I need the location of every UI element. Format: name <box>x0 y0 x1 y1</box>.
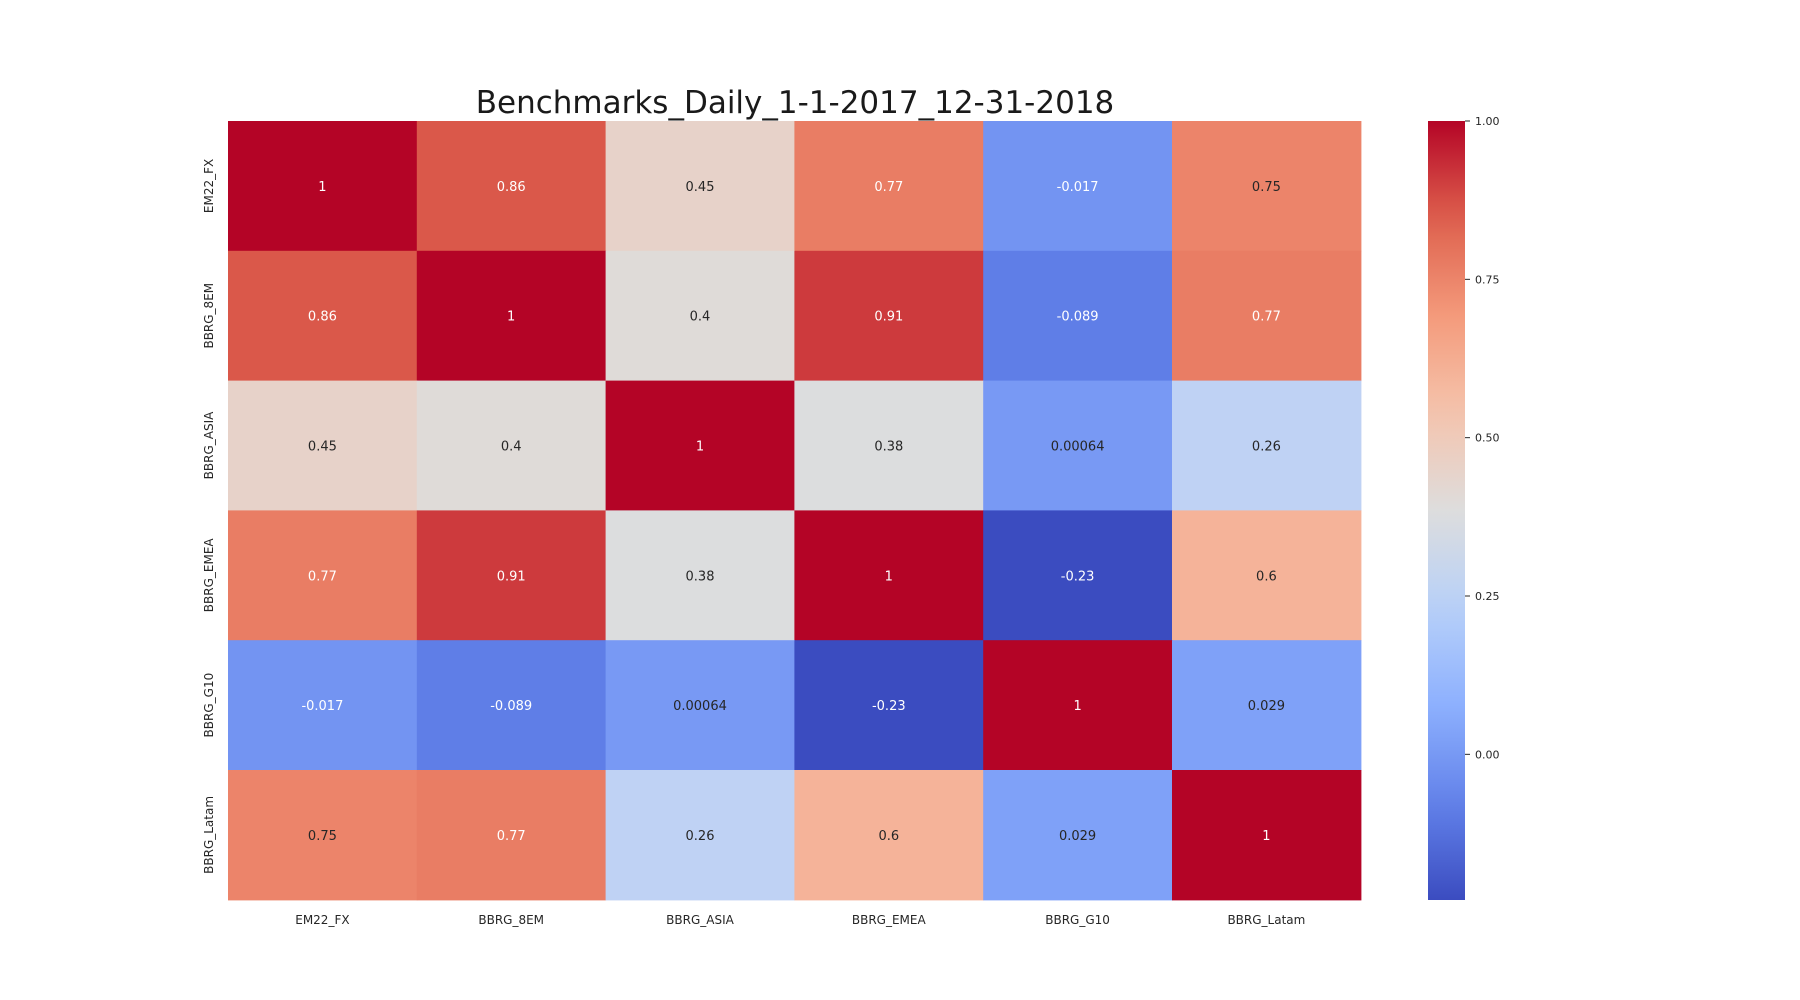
heatmap-cell-bbrg-asia-bbrg-latam <box>1172 380 1362 511</box>
heatmap-cell-em22-fx-bbrg-g10 <box>983 121 1173 252</box>
heatmap-cell-bbrg-latam-bbrg-g10 <box>983 770 1173 901</box>
colorbar-tick-label: 0.00 <box>1475 748 1500 761</box>
cell-value-label: 1 <box>507 310 515 325</box>
cell-value-label: -0.23 <box>1061 569 1095 584</box>
heatmap-cell-bbrg-g10-em22-fx <box>228 640 418 771</box>
cell-value-label: 0.26 <box>1252 440 1281 455</box>
cell-value-label: 0.45 <box>686 180 715 195</box>
x-axis-tick-labels: EM22_FX BBRG_8EM BBRG_ASIA BBRG_EMEA BBRG_G1… <box>295 913 1305 927</box>
heatmap-cell-em22-fx-bbrg-emea <box>794 121 984 252</box>
colorbar: 0.00 0.25 0.50 0.75 1.00 <box>1428 115 1500 900</box>
heatmap-cell-bbrg-g10-bbrg-8em <box>416 640 607 771</box>
x-tick-label-bbrg-emea: BBRG_EMEA <box>852 913 927 927</box>
heatmap-cell-bbrg-g10-bbrg-asia <box>605 640 795 771</box>
heatmap-cell-bbrg-emea-bbrg-emea <box>794 510 984 641</box>
heatmap-cell-bbrg-asia-bbrg-8em <box>416 380 607 511</box>
heatmap-cell-bbrg-8em-bbrg-asia <box>605 250 795 382</box>
heatmap-cell-bbrg-g10-bbrg-latam <box>1172 640 1362 771</box>
cell-value-label: 0.029 <box>1248 699 1285 714</box>
y-tick-label-bbrg-asia: BBRG_ASIA <box>202 411 216 479</box>
cell-value-label: 0.77 <box>497 829 526 844</box>
heatmap-cell-bbrg-asia-em22-fx <box>228 380 418 511</box>
cell-value-label: -0.23 <box>872 699 906 714</box>
cell-value-label: -0.017 <box>1057 180 1099 195</box>
cell-value-label: 0.75 <box>308 829 337 844</box>
y-tick-label-bbrg-8em: BBRG_8EM <box>202 283 216 349</box>
x-tick-label-bbrg-g10: BBRG_G10 <box>1045 913 1110 927</box>
x-tick-label-bbrg-8em: BBRG_8EM <box>478 913 544 927</box>
cell-value-label: -0.017 <box>301 699 343 714</box>
cell-value-label: 0.38 <box>874 440 903 455</box>
heatmap-cell-bbrg-latam-bbrg-emea <box>794 770 984 901</box>
cell-value-label: 0.00064 <box>673 699 727 714</box>
cell-value-label: 0.86 <box>497 180 526 195</box>
heatmap-cell-bbrg-asia-bbrg-emea <box>794 380 984 511</box>
chart-title: Benchmarks_Daily_1-1-2017_12-31-2018 <box>476 85 1115 121</box>
cell-value-label: 0.00064 <box>1051 440 1105 455</box>
heatmap-cell-bbrg-g10-bbrg-emea <box>794 640 984 771</box>
cell-value-label: 0.77 <box>874 180 903 195</box>
heatmap-cell-bbrg-latam-em22-fx <box>228 770 418 901</box>
cell-value-label: 0.4 <box>501 440 522 455</box>
x-tick-label-bbrg-latam: BBRG_Latam <box>1227 913 1305 927</box>
heatmap-cell-bbrg-latam-bbrg-8em <box>416 770 607 901</box>
y-tick-label-bbrg-g10: BBRG_G10 <box>202 673 216 738</box>
cell-value-label: 1 <box>885 569 893 584</box>
heatmap-cell-em22-fx-em22-fx <box>228 121 418 252</box>
heatmap-cell-bbrg-asia-bbrg-g10 <box>983 380 1173 511</box>
cell-value-label: 0.86 <box>308 310 337 325</box>
colorbar-gradient <box>1428 121 1465 900</box>
heatmap-cell-bbrg-g10-bbrg-g10 <box>983 640 1173 771</box>
heatmap-cell-em22-fx-bbrg-8em <box>416 121 607 252</box>
heatmap-cell-bbrg-emea-bbrg-asia <box>605 510 795 641</box>
colorbar-tick-label: 0.75 <box>1475 273 1500 286</box>
heatmap-cell-bbrg-emea-bbrg-8em <box>416 510 607 641</box>
heatmap-cell-bbrg-8em-bbrg-latam <box>1172 250 1362 382</box>
cell-value-label: 1 <box>318 180 326 195</box>
cell-value-label: 0.6 <box>878 829 899 844</box>
heatmap-cell-bbrg-emea-em22-fx <box>228 510 418 641</box>
heatmap-cell-bbrg-8em-bbrg-emea <box>794 250 984 382</box>
x-tick-label-em22-fx: EM22_FX <box>295 913 349 927</box>
heatmap-cell-bbrg-asia-bbrg-asia <box>605 380 795 511</box>
y-tick-label-bbrg-latam: BBRG_Latam <box>202 796 216 874</box>
heatmap-cell-em22-fx-bbrg-latam <box>1172 121 1362 252</box>
heatmap-cells: 1 0.86 0.45 0.77 -0.017 0.75 0.86 1 0.4 0.91 -0.08… <box>228 121 1362 901</box>
colorbar-tick-label: 0.25 <box>1475 590 1500 603</box>
heatmap-cell-bbrg-8em-em22-fx <box>228 250 418 382</box>
cell-value-label: 0.91 <box>874 310 903 325</box>
cell-value-label: 0.4 <box>690 310 711 325</box>
x-tick-label-bbrg-asia: BBRG_ASIA <box>666 913 734 927</box>
heatmap-cell-bbrg-latam-bbrg-latam <box>1172 770 1362 901</box>
y-tick-label-bbrg-emea: BBRG_EMEA <box>202 538 216 613</box>
cell-value-label: 0.45 <box>308 440 337 455</box>
cell-value-label: 0.38 <box>686 569 715 584</box>
cell-value-label: 1 <box>1073 699 1081 714</box>
cell-value-label: 0.77 <box>308 569 337 584</box>
heatmap-cell-bbrg-emea-bbrg-g10 <box>983 510 1173 641</box>
cell-value-label: 0.029 <box>1059 829 1096 844</box>
heatmap-cell-bbrg-latam-bbrg-asia <box>605 770 795 901</box>
cell-value-label: -0.089 <box>490 699 532 714</box>
heatmap-cell-bbrg-8em-bbrg-8em <box>416 250 607 382</box>
cell-value-label: -0.089 <box>1057 310 1099 325</box>
y-tick-label-em22-fx: EM22_FX <box>202 159 216 213</box>
cell-value-label: 0.91 <box>497 569 526 584</box>
cell-value-label: 0.75 <box>1252 180 1281 195</box>
heatmap-cell-bbrg-8em-bbrg-g10 <box>983 250 1173 382</box>
heatmap-cell-em22-fx-bbrg-asia <box>605 121 795 252</box>
colorbar-tick-label: 1.00 <box>1475 115 1500 128</box>
cell-value-label: 1 <box>1262 829 1270 844</box>
cell-value-label: 0.6 <box>1256 569 1277 584</box>
heatmap-cell-bbrg-emea-bbrg-latam <box>1172 510 1362 641</box>
cell-value-label: 0.26 <box>686 829 715 844</box>
cell-value-label: 0.77 <box>1252 310 1281 325</box>
cell-value-label: 1 <box>696 440 704 455</box>
colorbar-tick-label: 0.50 <box>1475 432 1500 445</box>
y-axis-tick-labels: EM22_FX BBRG_8EM BBRG_ASIA BBRG_EMEA BBRG_G1… <box>202 159 216 874</box>
